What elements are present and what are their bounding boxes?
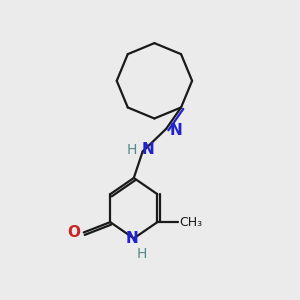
Text: N: N [141, 142, 154, 158]
Text: O: O [67, 225, 80, 240]
Text: N: N [126, 231, 139, 246]
Text: H: H [127, 143, 137, 157]
Text: H: H [137, 247, 147, 261]
Text: N: N [170, 123, 183, 138]
Text: CH₃: CH₃ [179, 216, 203, 229]
